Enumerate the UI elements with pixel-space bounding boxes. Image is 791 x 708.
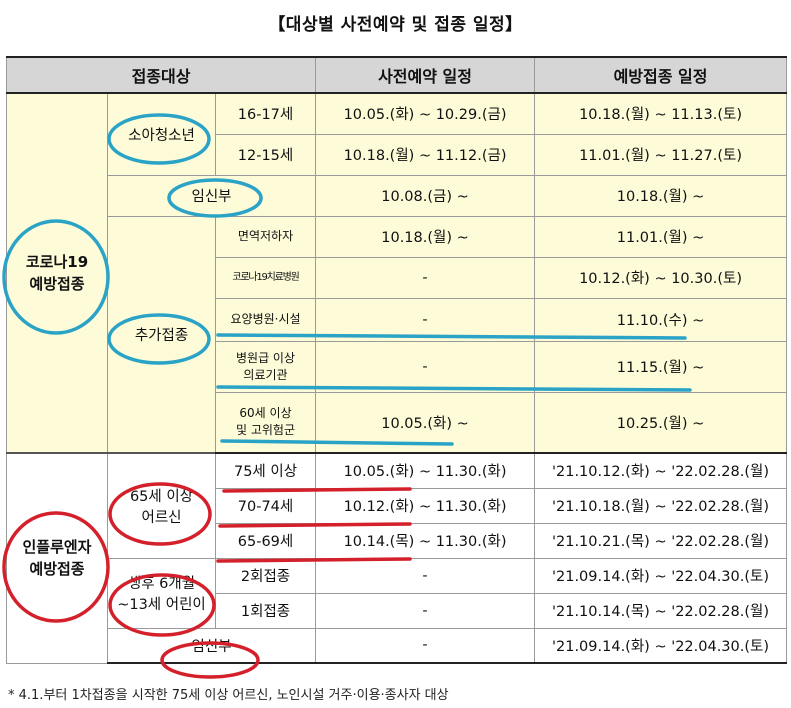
teens-label: 소아청소년 xyxy=(107,92,216,176)
vaccination-cell: '21.10.18.(월) ~ '22.02.28.(월) xyxy=(534,487,788,524)
header-vaccination: 예방접종 일정 xyxy=(534,56,788,94)
page-title: 【대상별 사전예약 및 접종 일정】 xyxy=(268,15,523,35)
reservation-cell: - xyxy=(315,297,536,342)
table-row: 인플루엔자 예방접종 65세 이상 어르신 75세 이상 10.05.(화) ~… xyxy=(6,452,788,664)
table-row: 1회접종 - '21.10.14.(목) ~ '22.02.28.(월) xyxy=(7,592,788,629)
covid-group-text: 코로나19 예방접종 xyxy=(25,253,89,293)
table-row: 코로나19 예방접종 소아청소년 16-17세 10.05.(화) ~ 10.2… xyxy=(6,92,788,454)
flu-group-text: 인플루엔자 예방접종 xyxy=(22,538,92,579)
reservation-cell: - xyxy=(315,627,536,664)
seniors-label: 65세 이상 어르신 xyxy=(107,452,216,559)
seniors-age: 70-74세 xyxy=(214,487,317,524)
table-row: 병원급 이상 의료기관 - 11.15.(월) ~ xyxy=(7,340,788,393)
vaccination-cell: 11.10.(수) ~ xyxy=(534,297,788,342)
table-row: 임신부 10.08.(금) ~ 10.18.(월) ~ xyxy=(7,174,788,217)
vaccination-cell: '21.10.14.(목) ~ '22.02.28.(월) xyxy=(534,592,788,629)
schedule-table: 접종대상 사전예약 일정 예방접종 일정 코로나19 예방접종 소아청소년 16… xyxy=(5,56,788,664)
table-row: 추가접종 면역저하자 10.18.(월) ~ 11.01.(월) ~ xyxy=(7,215,788,454)
footnote: * 4.1.부터 1차접종을 시작한 75세 이상 어르신, 노인시설 거주·이… xyxy=(8,688,449,703)
table-row: 코로나19치료병원 - 10.12.(화) ~ 10.30.(토) xyxy=(7,256,788,299)
table-row: 생후 6개월 ~13세 어린이 2회접종 - '21.09.14.(화) ~ '… xyxy=(7,557,788,629)
reservation-cell: 10.18.(월) ~ 11.12.(금) xyxy=(315,133,536,176)
vaccination-cell: '21.09.14.(화) ~ '22.04.30.(토) xyxy=(534,557,788,594)
children-dose: 2회접종 xyxy=(214,557,317,594)
reservation-cell: - xyxy=(315,557,536,594)
vaccination-cell: 11.01.(월) ~ xyxy=(534,215,788,258)
reservation-cell: 10.05.(화) ~ 10.29.(금) xyxy=(315,92,536,135)
vaccination-cell: 10.25.(월) ~ xyxy=(534,391,788,454)
seniors-age: 75세 이상 xyxy=(214,452,317,489)
vaccination-cell: 10.12.(화) ~ 10.30.(토) xyxy=(534,256,788,299)
flu-group-label: 인플루엔자 예방접종 xyxy=(6,452,108,664)
additional-target: 면역저하자 xyxy=(214,215,317,258)
vaccination-cell: '21.10.21.(목) ~ '22.02.28.(월) xyxy=(534,522,788,559)
children-label: 생후 6개월 ~13세 어린이 xyxy=(107,557,216,629)
reservation-cell: - xyxy=(315,256,536,299)
table-row: 65-69세 10.14.(목) ~ 11.30.(화) '21.10.21.(… xyxy=(7,522,788,559)
covid-section: 코로나19 예방접종 소아청소년 16-17세 10.05.(화) ~ 10.2… xyxy=(6,92,788,454)
reservation-cell: 10.18.(월) ~ xyxy=(315,215,536,258)
reservation-cell: 10.08.(금) ~ xyxy=(315,174,536,217)
additional-label: 추가접종 xyxy=(107,215,216,454)
flu-section: 인플루엔자 예방접종 65세 이상 어르신 75세 이상 10.05.(화) ~… xyxy=(6,452,788,664)
reservation-cell: 10.05.(화) ~ xyxy=(315,391,536,454)
reservation-cell: - xyxy=(315,340,536,393)
flu-pregnant-label: 임신부 xyxy=(106,627,317,664)
header-target: 접종대상 xyxy=(5,56,317,94)
table-row: 임신부 - '21.09.14.(화) ~ '22.04.30.(토) xyxy=(7,627,788,664)
teens-age: 12-15세 xyxy=(214,133,317,176)
additional-target: 60세 이상 및 고위험군 xyxy=(214,391,317,454)
reservation-cell: 10.05.(화) ~ 11.30.(화) xyxy=(315,452,536,489)
table-row: 12-15세 10.18.(월) ~ 11.12.(금) 11.01.(월) ~… xyxy=(7,133,788,176)
reservation-cell: - xyxy=(315,592,536,629)
vaccination-cell: 10.18.(월) ~ xyxy=(534,174,788,217)
vaccination-cell: '21.09.14.(화) ~ '22.04.30.(토) xyxy=(534,627,788,664)
covid-pregnant-label: 임신부 xyxy=(106,174,317,217)
vaccination-cell: '21.10.12.(화) ~ '22.02.28.(월) xyxy=(534,452,788,489)
vaccination-cell: 11.01.(월) ~ 11.27.(토) xyxy=(534,133,788,176)
vaccination-cell: 10.18.(월) ~ 11.13.(토) xyxy=(534,92,788,135)
additional-target: 병원급 이상 의료기관 xyxy=(214,340,317,393)
additional-target: 코로나19치료병원 xyxy=(214,256,317,299)
teens-age: 16-17세 xyxy=(214,92,317,135)
table-row: 70-74세 10.12.(화) ~ 11.30.(화) '21.10.18.(… xyxy=(7,487,788,524)
seniors-age: 65-69세 xyxy=(214,522,317,559)
header-row: 접종대상 사전예약 일정 예방접종 일정 xyxy=(5,56,788,94)
covid-group-label: 코로나19 예방접종 xyxy=(6,92,108,454)
reservation-cell: 10.12.(화) ~ 11.30.(화) xyxy=(315,487,536,524)
children-dose: 1회접종 xyxy=(214,592,317,629)
reservation-cell: 10.14.(목) ~ 11.30.(화) xyxy=(315,522,536,559)
header-reservation: 사전예약 일정 xyxy=(315,56,536,94)
additional-target: 요양병원·시설 xyxy=(214,297,317,342)
vaccination-cell: 11.15.(월) ~ xyxy=(534,340,788,393)
